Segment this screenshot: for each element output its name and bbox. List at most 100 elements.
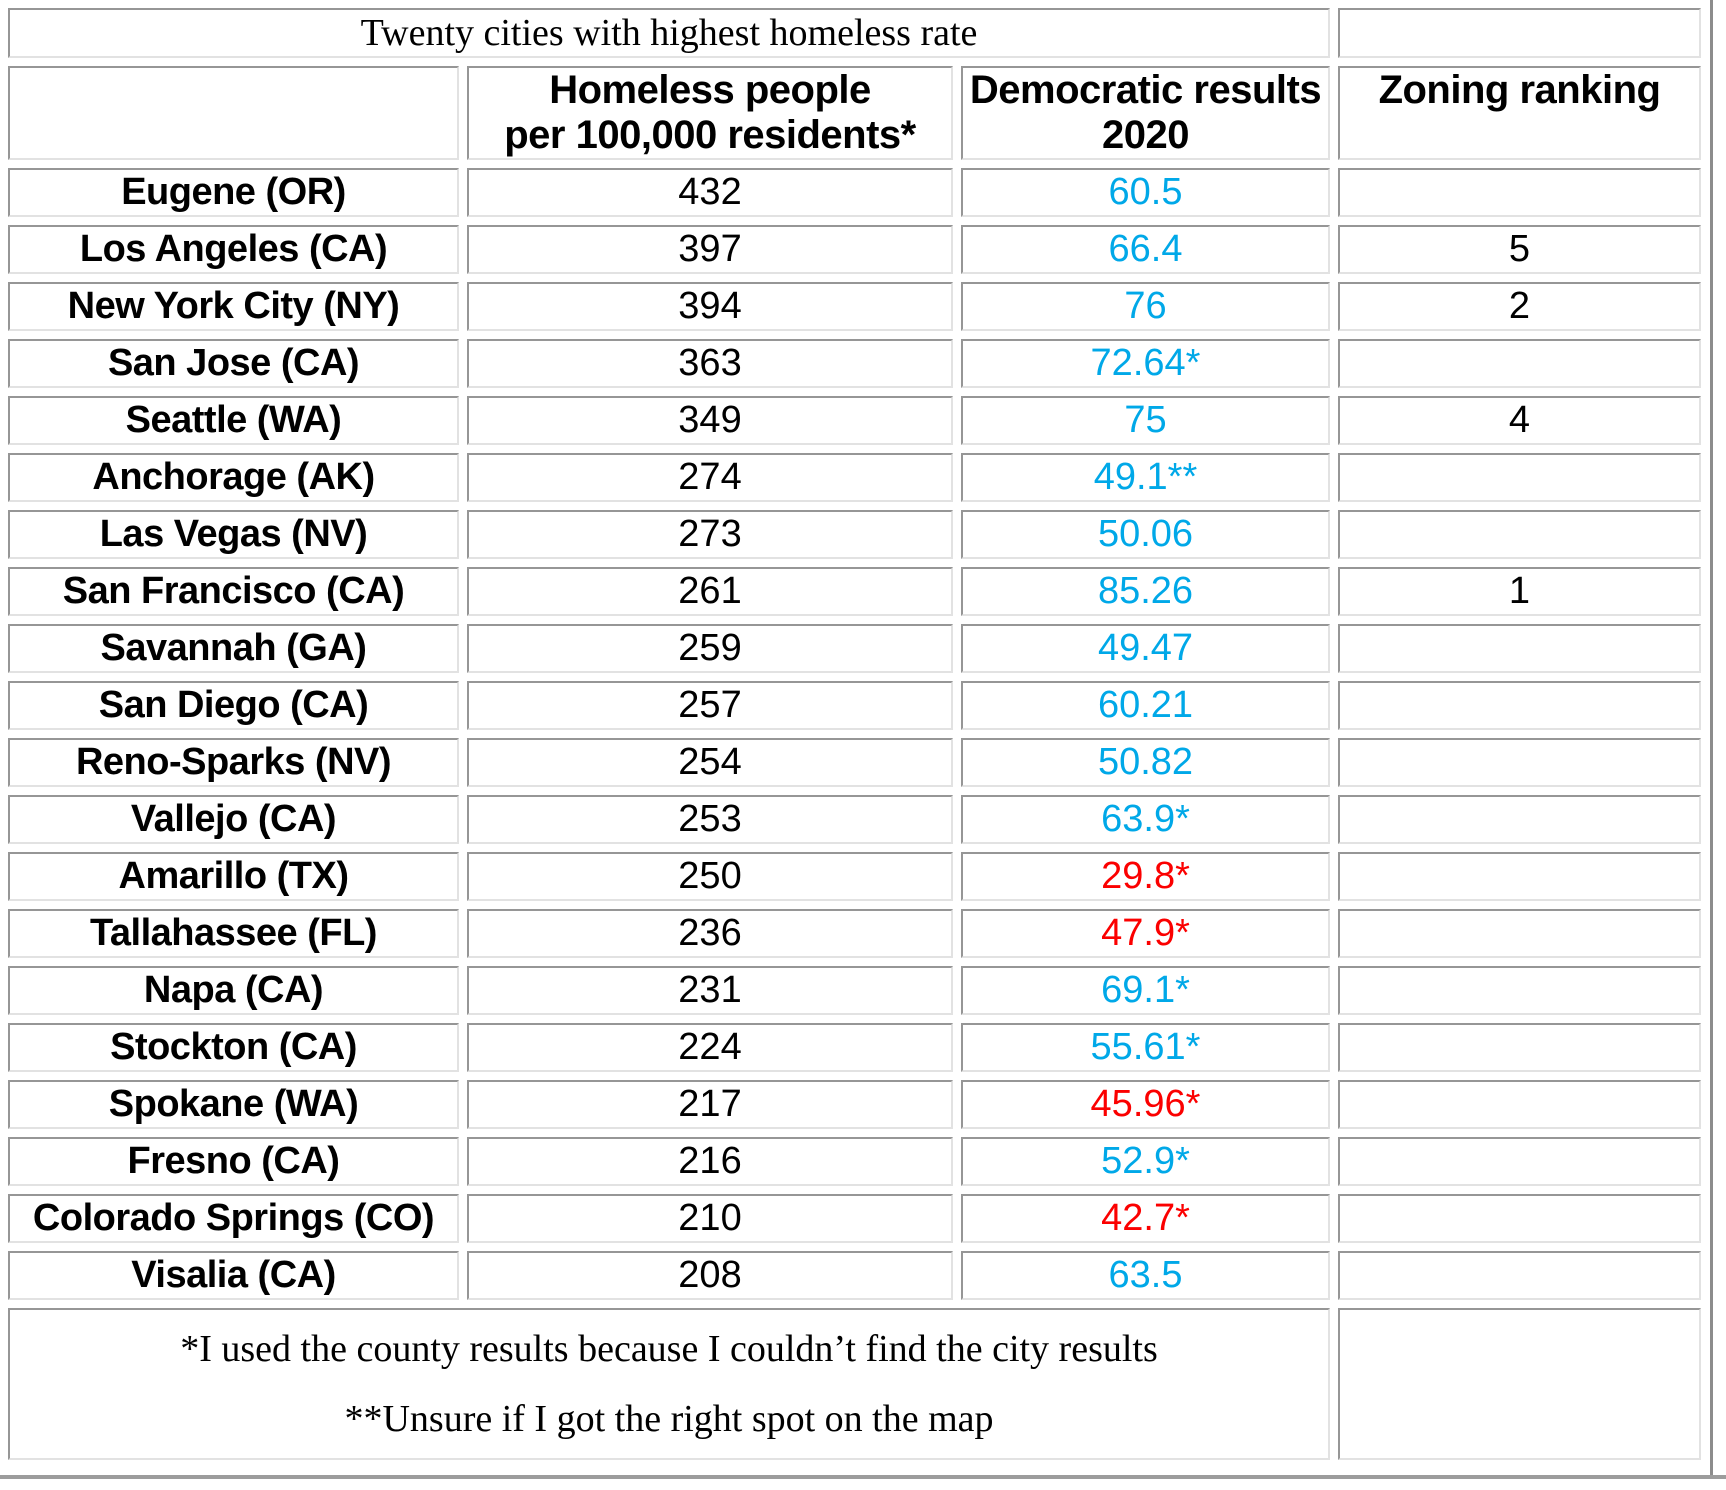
dem-result-cell: 42.7* bbox=[961, 1194, 1330, 1243]
homeless-rate-cell: 208 bbox=[467, 1251, 953, 1300]
title-row-empty-cell bbox=[1338, 8, 1701, 58]
table-row: San Francisco (CA) 261 85.26 1 bbox=[8, 567, 1701, 616]
homeless-rate-cell: 397 bbox=[467, 225, 953, 274]
zoning-rank-cell bbox=[1338, 966, 1701, 1015]
city-cell: Seattle (WA) bbox=[8, 396, 459, 445]
window-bottom-edge bbox=[0, 1475, 1726, 1479]
zoning-rank-cell bbox=[1338, 453, 1701, 502]
city-cell: Savannah (GA) bbox=[8, 624, 459, 673]
footnote-county-results: *I used the county results because I cou… bbox=[180, 1328, 1158, 1370]
col-header-city bbox=[8, 66, 459, 160]
footnotes: *I used the county results because I cou… bbox=[8, 1308, 1330, 1460]
zoning-rank-cell bbox=[1338, 624, 1701, 673]
zoning-rank-cell bbox=[1338, 1080, 1701, 1129]
table-row: San Diego (CA) 257 60.21 bbox=[8, 681, 1701, 730]
zoning-rank-cell bbox=[1338, 795, 1701, 844]
homeless-rate-cell: 394 bbox=[467, 282, 953, 331]
zoning-rank-cell: 4 bbox=[1338, 396, 1701, 445]
table-row: Fresno (CA) 216 52.9* bbox=[8, 1137, 1701, 1186]
table-row: Napa (CA) 231 69.1* bbox=[8, 966, 1701, 1015]
city-cell: Visalia (CA) bbox=[8, 1251, 459, 1300]
zoning-rank-cell bbox=[1338, 168, 1701, 217]
city-cell: San Francisco (CA) bbox=[8, 567, 459, 616]
table-row: Stockton (CA) 224 55.61* bbox=[8, 1023, 1701, 1072]
city-cell: Reno-Sparks (NV) bbox=[8, 738, 459, 787]
dem-result-cell: 49.47 bbox=[961, 624, 1330, 673]
table-row: Reno-Sparks (NV) 254 50.82 bbox=[8, 738, 1701, 787]
city-cell: Colorado Springs (CO) bbox=[8, 1194, 459, 1243]
city-cell: New York City (NY) bbox=[8, 282, 459, 331]
zoning-rank-cell bbox=[1338, 738, 1701, 787]
homeless-rate-cell: 236 bbox=[467, 909, 953, 958]
homeless-rate-cell: 261 bbox=[467, 567, 953, 616]
city-cell: Vallejo (CA) bbox=[8, 795, 459, 844]
dem-result-cell: 49.1** bbox=[961, 453, 1330, 502]
homeless-rate-cell: 257 bbox=[467, 681, 953, 730]
city-cell: Anchorage (AK) bbox=[8, 453, 459, 502]
table-row: Vallejo (CA) 253 63.9* bbox=[8, 795, 1701, 844]
city-cell: Fresno (CA) bbox=[8, 1137, 459, 1186]
footnote-row: *I used the county results because I cou… bbox=[8, 1308, 1701, 1460]
col-header-homeless-line1: Homeless people bbox=[549, 68, 871, 112]
homeless-rate-cell: 254 bbox=[467, 738, 953, 787]
zoning-rank-cell bbox=[1338, 1194, 1701, 1243]
table-row: New York City (NY) 394 76 2 bbox=[8, 282, 1701, 331]
city-cell: San Jose (CA) bbox=[8, 339, 459, 388]
homeless-rate-cell: 210 bbox=[467, 1194, 953, 1243]
homeless-rate-cell: 217 bbox=[467, 1080, 953, 1129]
col-header-democratic-line2: 2020 bbox=[1102, 113, 1189, 157]
table-row: Anchorage (AK) 274 49.1** bbox=[8, 453, 1701, 502]
col-header-democratic: Democratic results 2020 bbox=[961, 66, 1330, 160]
col-header-homeless: Homeless people per 100,000 residents* bbox=[467, 66, 953, 160]
city-cell: Eugene (OR) bbox=[8, 168, 459, 217]
table-row: Eugene (OR) 432 60.5 bbox=[8, 168, 1701, 217]
homeless-rate-cell: 216 bbox=[467, 1137, 953, 1186]
homeless-rate-cell: 253 bbox=[467, 795, 953, 844]
dem-result-cell: 72.64* bbox=[961, 339, 1330, 388]
dem-result-cell: 76 bbox=[961, 282, 1330, 331]
table-row: Savannah (GA) 259 49.47 bbox=[8, 624, 1701, 673]
dem-result-cell: 85.26 bbox=[961, 567, 1330, 616]
table-row: San Jose (CA) 363 72.64* bbox=[8, 339, 1701, 388]
dem-result-cell: 55.61* bbox=[961, 1023, 1330, 1072]
table-row: Las Vegas (NV) 273 50.06 bbox=[8, 510, 1701, 559]
col-header-zoning: Zoning ranking bbox=[1338, 66, 1701, 160]
zoning-rank-cell: 5 bbox=[1338, 225, 1701, 274]
dem-result-cell: 29.8* bbox=[961, 852, 1330, 901]
zoning-rank-cell bbox=[1338, 852, 1701, 901]
zoning-rank-cell bbox=[1338, 1023, 1701, 1072]
city-cell: Spokane (WA) bbox=[8, 1080, 459, 1129]
dem-result-cell: 60.5 bbox=[961, 168, 1330, 217]
zoning-rank-cell bbox=[1338, 909, 1701, 958]
footnote-row-empty-cell bbox=[1338, 1308, 1701, 1460]
dem-result-cell: 45.96* bbox=[961, 1080, 1330, 1129]
city-cell: Napa (CA) bbox=[8, 966, 459, 1015]
zoning-rank-cell bbox=[1338, 510, 1701, 559]
dem-result-cell: 50.82 bbox=[961, 738, 1330, 787]
dem-result-cell: 75 bbox=[961, 396, 1330, 445]
header-row: Homeless people per 100,000 residents* D… bbox=[8, 66, 1701, 160]
title-row: Twenty cities with highest homeless rate bbox=[8, 8, 1701, 58]
table-row: Spokane (WA) 217 45.96* bbox=[8, 1080, 1701, 1129]
zoning-rank-cell: 1 bbox=[1338, 567, 1701, 616]
dem-result-cell: 47.9* bbox=[961, 909, 1330, 958]
dem-result-cell: 63.9* bbox=[961, 795, 1330, 844]
homeless-rate-cell: 224 bbox=[467, 1023, 953, 1072]
window-right-edge bbox=[1710, 0, 1713, 1479]
table-row: Seattle (WA) 349 75 4 bbox=[8, 396, 1701, 445]
dem-result-cell: 60.21 bbox=[961, 681, 1330, 730]
city-cell: Los Angeles (CA) bbox=[8, 225, 459, 274]
table-row: Tallahassee (FL) 236 47.9* bbox=[8, 909, 1701, 958]
city-cell: Las Vegas (NV) bbox=[8, 510, 459, 559]
dem-result-cell: 63.5 bbox=[961, 1251, 1330, 1300]
homeless-rate-cell: 259 bbox=[467, 624, 953, 673]
footnote-map-spot: **Unsure if I got the right spot on the … bbox=[344, 1398, 994, 1440]
dem-result-cell: 52.9* bbox=[961, 1137, 1330, 1186]
homeless-rate-cell: 273 bbox=[467, 510, 953, 559]
table-row: Amarillo (TX) 250 29.8* bbox=[8, 852, 1701, 901]
city-cell: Stockton (CA) bbox=[8, 1023, 459, 1072]
table-row: Visalia (CA) 208 63.5 bbox=[8, 1251, 1701, 1300]
homeless-rate-cell: 231 bbox=[467, 966, 953, 1015]
city-cell: San Diego (CA) bbox=[8, 681, 459, 730]
